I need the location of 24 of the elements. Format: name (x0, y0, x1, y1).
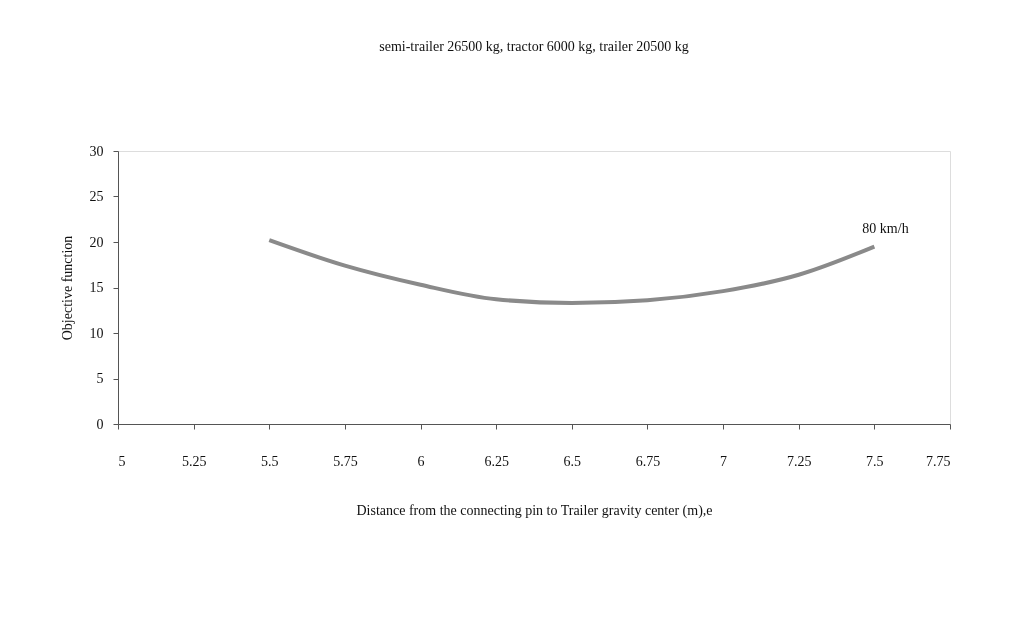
x-tick-label: 6.25 (484, 453, 509, 469)
x-tick-label: 6.75 (635, 453, 661, 469)
x-tick-label: 7.75 (926, 453, 951, 469)
x-axis-title: Distance from the connecting pin to Trailer gravity center (m),e (356, 502, 713, 519)
x-tick-label: 5.75 (333, 453, 358, 469)
y-tick-label: 0 (96, 416, 104, 432)
y-tick-label: 20 (89, 234, 104, 250)
x-tick-label: 5.5 (261, 453, 279, 469)
x-tick-label: 6 (417, 453, 425, 469)
y-tick-label: 15 (89, 280, 104, 295)
y-tick-label: 5 (96, 371, 104, 386)
x-tick-label: 6.5 (563, 453, 582, 469)
x-tick-label: 5.25 (181, 453, 207, 469)
y-axis-title: Objective function (59, 235, 75, 341)
chart-title: semi-trailer 26500 kg, tractor 6000 kg, trailer 20500 kg (379, 39, 689, 54)
y-tick-label: 30 (89, 143, 104, 159)
y-tick-label: 25 (89, 189, 104, 204)
y-tick-label: 10 (89, 325, 104, 341)
x-tick-label: 5 (118, 453, 126, 469)
x-tick-label: 7 (720, 453, 728, 469)
x-tick-label: 7.25 (786, 453, 812, 469)
line-series (267, 238, 877, 305)
x-tick-label: 7.5 (866, 453, 884, 469)
series-label: 80 km/h (862, 220, 909, 236)
